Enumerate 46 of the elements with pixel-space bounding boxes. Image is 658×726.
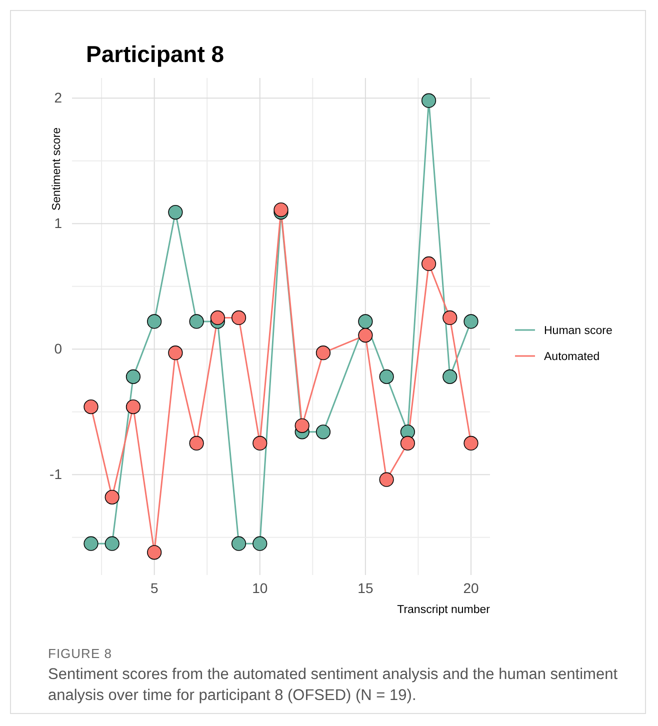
point — [421, 256, 436, 272]
x-tick-label: 10 — [252, 580, 268, 596]
point — [442, 310, 458, 326]
point — [294, 418, 310, 433]
y-tick-label: -1 — [50, 466, 62, 482]
point — [168, 346, 183, 360]
legend-label: Automated — [544, 351, 600, 363]
point — [379, 472, 394, 487]
point — [464, 314, 478, 329]
point — [147, 314, 162, 329]
point — [104, 536, 120, 551]
point — [421, 93, 436, 108]
point — [84, 536, 98, 551]
point — [126, 400, 141, 414]
point — [210, 310, 225, 326]
x-tick-label: 5 — [150, 580, 158, 596]
x-tick-label: 15 — [358, 580, 374, 596]
caption: FIGURE 8 — [48, 646, 112, 661]
x-tick-label: 20 — [463, 580, 479, 596]
text: Sentiment scores from the automated sentiment analysis and the human sentiment analysis over time for participant 8 (OFSED) (N = 19). — [48, 665, 618, 706]
point — [252, 536, 268, 551]
point — [316, 424, 331, 440]
point — [126, 369, 141, 384]
y-tick-label: 1 — [54, 215, 62, 232]
point — [189, 436, 204, 451]
point — [442, 369, 458, 384]
point — [252, 436, 268, 451]
point — [231, 310, 246, 326]
point — [379, 369, 394, 384]
point — [358, 314, 373, 329]
x-axis-title: Transcript number — [397, 604, 490, 616]
legend-label: Human score — [544, 325, 612, 337]
point — [147, 545, 162, 560]
y-axis-title: Sentiment score — [51, 127, 63, 211]
point — [464, 436, 478, 451]
point — [358, 328, 373, 343]
point — [84, 400, 98, 414]
point — [168, 204, 183, 220]
y-tick-label: 2 — [54, 90, 62, 106]
point — [316, 346, 331, 360]
point — [231, 536, 246, 551]
chart-title: Participant 8 — [86, 41, 224, 67]
point — [104, 490, 120, 504]
point — [400, 436, 415, 451]
y-tick-label: 0 — [54, 340, 62, 357]
point — [189, 314, 204, 329]
